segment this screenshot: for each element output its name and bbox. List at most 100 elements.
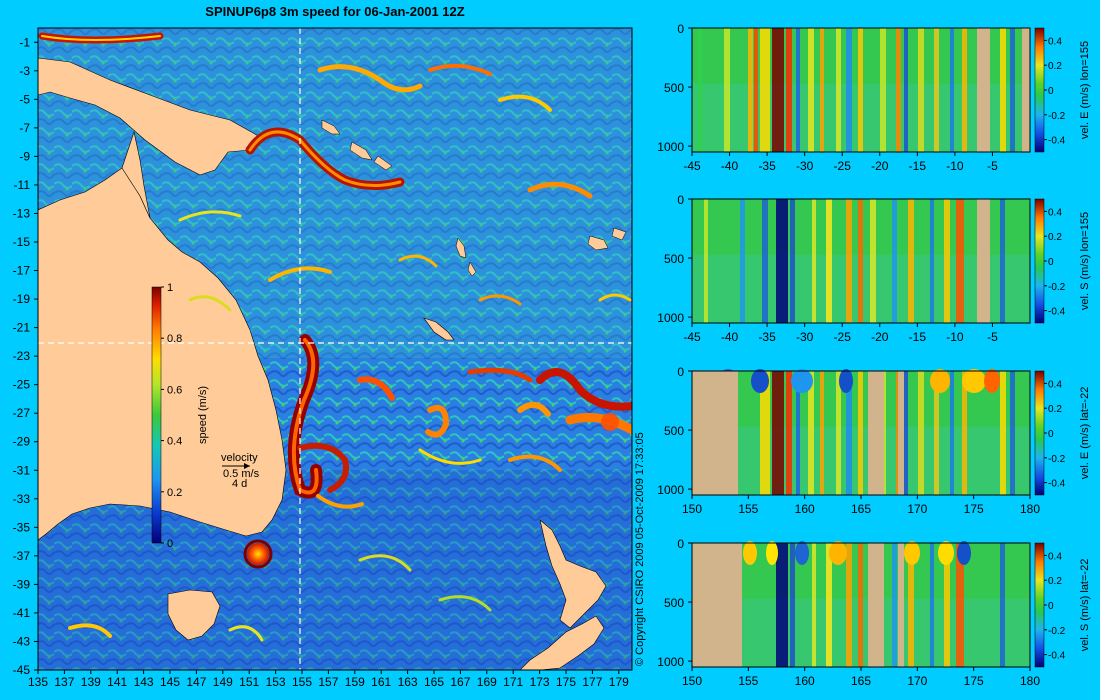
map-y-tick-label: -17	[13, 264, 31, 278]
map-x-tick-label: 171	[503, 675, 523, 689]
section-velocity-band	[918, 371, 924, 495]
section-velocity-band	[846, 28, 852, 152]
velocity-key-speed: 0.5 m/s	[223, 468, 260, 480]
section-velocity-band	[808, 28, 814, 152]
speed-colorbar-label: speed (m/s)	[197, 386, 209, 444]
section-colorbar-tick-label: -0.4	[1048, 479, 1066, 490]
map-x-tick-label: 149	[213, 675, 233, 689]
section-surface-jet	[743, 541, 757, 565]
section-colorbar-tick-label: -0.4	[1048, 651, 1066, 662]
section-x-tick-label: -25	[834, 330, 852, 344]
section-panel[interactable]: -45 -40 -35 -30 -25 -20 -15 -10 -5 0 500 1000 0.4 0.2…	[657, 193, 1091, 344]
section-colorbar-tick-label: 0	[1048, 257, 1054, 268]
section-velocity-band	[930, 199, 934, 323]
section-colorbar-tick-label: 0	[1048, 601, 1054, 612]
speed-colorbar: 1 0.8 0.6 0.4 0.2 0 speed (m/s)	[151, 282, 209, 550]
copyright-text: © Copyright CSIRO 2009 05-Oct-2009 17:33…	[634, 432, 646, 666]
section-velocity-band	[1000, 543, 1005, 667]
section-velocity-band	[956, 199, 964, 323]
velocity-key-title: velocity	[221, 452, 258, 464]
section-velocity-band	[786, 371, 792, 495]
map-y-tick-label: -15	[13, 235, 31, 249]
section-colorbar-label: vel. S (m/s) lat=-22	[1079, 559, 1091, 652]
section-x-tick-label: -15	[909, 330, 927, 344]
section-colorbar-tick-label: 0.2	[1048, 232, 1062, 243]
section-y-tick-label: 500	[664, 252, 684, 266]
section-velocity-band	[762, 199, 768, 323]
section-colorbar-tick-label: -0.2	[1048, 111, 1066, 122]
speed-colorbar-tick-label: 0.4	[167, 436, 182, 448]
map-y-tick-label: -11	[14, 178, 31, 192]
section-x-tick-label: 155	[738, 674, 758, 688]
section-velocity-band	[1000, 28, 1006, 152]
section-velocity-band	[704, 199, 708, 323]
map-x-tick-label: 143	[134, 675, 154, 689]
tasmania-land	[167, 589, 221, 641]
warm-core-eddy-ring	[243, 539, 273, 569]
section-frame	[691, 198, 1031, 324]
map-x-tick-label: 153	[266, 675, 286, 689]
map-y-tick-label: -1	[19, 35, 30, 49]
section-colorbar-tick-label: 0	[1048, 429, 1054, 440]
speed-map[interactable]: 135 137 139 141 143 145 147 149 151 153 155 157 159 1…	[13, 27, 633, 689]
speed-colorbar-tick-label: 1	[167, 282, 173, 294]
section-panel[interactable]: -45 -40 -35 -30 -25 -20 -15 -10 -5 0 500 1000 0.4 0.2…	[657, 22, 1091, 173]
section-colorbar-tick-label: 0.2	[1048, 404, 1062, 415]
map-y-tick-label: -39	[13, 577, 31, 591]
map-y-tick-label: -5	[19, 92, 30, 106]
section-y-tick-label: 0	[677, 365, 684, 379]
section-x-tick-label: 160	[795, 674, 815, 688]
map-y-tick-label: -23	[13, 349, 31, 363]
map-x-tick-label: 177	[582, 675, 602, 689]
map-x-tick-label: 161	[371, 675, 391, 689]
velocity-key-duration: 4 d	[232, 478, 247, 490]
warm-core-eddy	[247, 543, 269, 565]
section-surface-jet	[930, 369, 950, 393]
section-land-mask	[898, 543, 904, 667]
new-caledonia-land	[423, 317, 455, 341]
velocity-key: velocity 0.5 m/s 4 d	[221, 452, 260, 490]
section-panel[interactable]: 150 155 160 165 170 175 180 0 500 1000 0.4 0.2 0 -0.2…	[657, 365, 1091, 516]
section-surface-jet	[904, 541, 920, 565]
section-velocity-band	[836, 371, 841, 495]
new-zealand-north-land	[539, 519, 607, 629]
section-x-tick-label: -5	[987, 159, 998, 173]
section-x-tick-label: -20	[871, 159, 889, 173]
section-velocity-band	[896, 28, 901, 152]
section-x-tick-label: 180	[1020, 674, 1040, 688]
speed-colorbar-tick-label: 0.8	[167, 333, 182, 345]
section-x-tick-label: 175	[964, 502, 984, 516]
map-x-tick-label: 135	[28, 675, 48, 689]
section-velocity-band	[846, 199, 852, 323]
map-x-tick-label: 145	[160, 675, 180, 689]
section-velocity-band	[934, 371, 939, 495]
section-surface-jet	[791, 369, 813, 393]
section-velocity-band	[790, 543, 795, 667]
section-y-tick-label: 1000	[657, 655, 684, 669]
section-velocity-band	[904, 28, 908, 152]
section-velocity-band	[760, 28, 770, 152]
map-y-axis: -1 -3 -5 -7 -9 -11 -13 -15 -17 -19 -21 -23 -25 -27 -29…	[13, 35, 38, 677]
section-velocity-band	[1000, 199, 1005, 323]
map-y-tick-label: -27	[13, 406, 31, 420]
section-velocity-band	[808, 371, 814, 495]
page-title: SPINUP6p8 3m speed for 06-Jan-2001 12Z	[205, 4, 464, 19]
section-colorbar-tick-label: 0.2	[1048, 576, 1062, 587]
eddy-east	[601, 413, 619, 431]
map-x-tick-label: 151	[239, 675, 259, 689]
section-velocity-band	[776, 199, 788, 323]
section-velocity-band	[934, 28, 939, 152]
section-velocity-band	[858, 28, 863, 152]
section-velocity-band	[892, 543, 897, 667]
section-colorbar-label: vel. S (m/s) lon=155	[1079, 212, 1091, 310]
map-y-tick-label: -13	[13, 206, 31, 220]
section-panel[interactable]: 150 155 160 165 170 175 180 0 500 1000 0.4 0.2 0 -0.2…	[657, 537, 1091, 688]
section-surface-jet	[795, 541, 809, 565]
map-y-tick-label: -45	[13, 663, 31, 677]
section-surface-jet	[938, 541, 954, 565]
section-velocity-band	[858, 543, 863, 667]
section-velocity-band	[930, 543, 934, 667]
section-velocity-band	[870, 199, 876, 323]
section-y-tick-label: 1000	[657, 483, 684, 497]
